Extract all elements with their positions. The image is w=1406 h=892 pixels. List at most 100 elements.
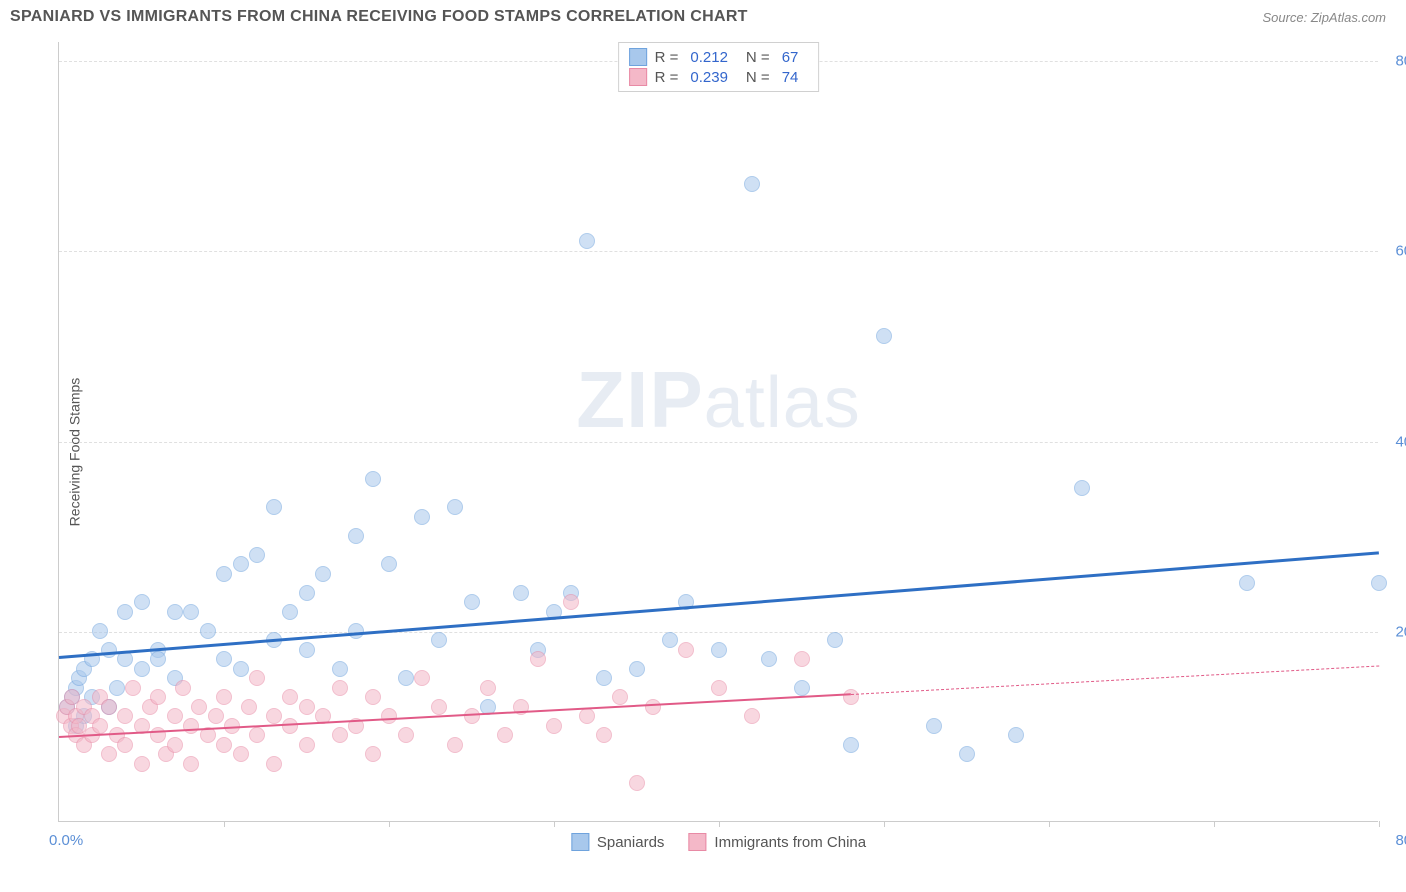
data-point xyxy=(266,499,282,515)
data-point xyxy=(282,604,298,620)
legend-series: SpaniardsImmigrants from China xyxy=(571,833,866,851)
legend-n-value: 74 xyxy=(782,69,799,86)
x-tick-mark xyxy=(719,821,720,827)
data-point xyxy=(447,737,463,753)
data-point xyxy=(332,727,348,743)
data-point xyxy=(150,651,166,667)
data-point xyxy=(629,661,645,677)
data-point xyxy=(241,699,257,715)
data-point xyxy=(563,594,579,610)
y-tick-label: 20.0% xyxy=(1395,623,1406,640)
data-point xyxy=(480,680,496,696)
watermark-zip: ZIP xyxy=(576,355,703,444)
data-point xyxy=(183,604,199,620)
data-point xyxy=(497,727,513,743)
data-point xyxy=(175,680,191,696)
source-attribution: Source: ZipAtlas.com xyxy=(1262,10,1386,25)
data-point xyxy=(134,756,150,772)
data-point xyxy=(645,699,661,715)
data-point xyxy=(299,699,315,715)
data-point xyxy=(150,689,166,705)
trend-line-extrapolated xyxy=(851,665,1379,695)
data-point xyxy=(125,680,141,696)
data-point xyxy=(101,699,117,715)
data-point xyxy=(843,689,859,705)
x-tick-mark xyxy=(1049,821,1050,827)
data-point xyxy=(348,623,364,639)
data-point xyxy=(233,661,249,677)
data-point xyxy=(101,746,117,762)
legend-series-item: Spaniards xyxy=(571,833,665,851)
chart-title: SPANIARD VS IMMIGRANTS FROM CHINA RECEIV… xyxy=(10,8,748,26)
y-tick-label: 60.0% xyxy=(1395,243,1406,260)
y-tick-label: 80.0% xyxy=(1395,53,1406,70)
data-point xyxy=(431,632,447,648)
data-point xyxy=(662,632,678,648)
data-point xyxy=(348,528,364,544)
data-point xyxy=(1008,727,1024,743)
data-point xyxy=(332,661,348,677)
data-point xyxy=(266,708,282,724)
data-point xyxy=(1239,575,1255,591)
data-point xyxy=(431,699,447,715)
data-point xyxy=(167,708,183,724)
x-tick-mark xyxy=(1214,821,1215,827)
data-point xyxy=(109,680,125,696)
legend-stats-row: R =0.212N =67 xyxy=(629,47,809,67)
gridline xyxy=(59,632,1378,633)
legend-swatch xyxy=(629,48,647,66)
data-point xyxy=(464,708,480,724)
data-point xyxy=(365,471,381,487)
data-point xyxy=(711,680,727,696)
data-point xyxy=(299,642,315,658)
data-point xyxy=(794,651,810,667)
legend-r-label: R = xyxy=(655,69,679,86)
data-point xyxy=(398,670,414,686)
data-point xyxy=(117,737,133,753)
x-tick-mark xyxy=(884,821,885,827)
data-point xyxy=(233,556,249,572)
legend-stats-row: R = 0.239 N = 74 xyxy=(629,67,809,87)
data-point xyxy=(744,708,760,724)
data-point xyxy=(233,746,249,762)
data-point xyxy=(216,689,232,705)
legend-n-label: N = xyxy=(746,49,770,66)
legend-r-label: R = xyxy=(655,49,679,66)
data-point xyxy=(282,718,298,734)
data-point xyxy=(208,708,224,724)
legend-swatch xyxy=(571,833,589,851)
legend-swatch xyxy=(629,68,647,86)
x-tick-max: 80.0% xyxy=(1395,832,1406,849)
data-point xyxy=(876,328,892,344)
data-point xyxy=(414,670,430,686)
data-point xyxy=(464,594,480,610)
data-point xyxy=(546,718,562,734)
data-point xyxy=(711,642,727,658)
data-point xyxy=(266,756,282,772)
data-point xyxy=(134,661,150,677)
data-point xyxy=(629,775,645,791)
legend-n-value: 67 xyxy=(782,49,799,66)
chart-container: Receiving Food Stamps ZIPatlas R =0.212N… xyxy=(10,32,1396,872)
x-tick-mark xyxy=(554,821,555,827)
data-point xyxy=(117,604,133,620)
data-point xyxy=(959,746,975,762)
data-point xyxy=(200,623,216,639)
y-tick-label: 40.0% xyxy=(1395,433,1406,450)
x-tick-mark xyxy=(1379,821,1380,827)
data-point xyxy=(513,585,529,601)
data-point xyxy=(1371,575,1387,591)
legend-n-label: N = xyxy=(746,69,770,86)
gridline xyxy=(59,251,1378,252)
plot-area: ZIPatlas R =0.212N =67R =0.239N =74 Span… xyxy=(58,42,1378,822)
data-point xyxy=(579,708,595,724)
data-point xyxy=(596,670,612,686)
gridline xyxy=(59,442,1378,443)
data-point xyxy=(1074,480,1090,496)
data-point xyxy=(216,737,232,753)
data-point xyxy=(596,727,612,743)
legend-r-value: 0.239 xyxy=(690,69,728,86)
data-point xyxy=(183,756,199,772)
data-point xyxy=(92,623,108,639)
data-point xyxy=(216,566,232,582)
